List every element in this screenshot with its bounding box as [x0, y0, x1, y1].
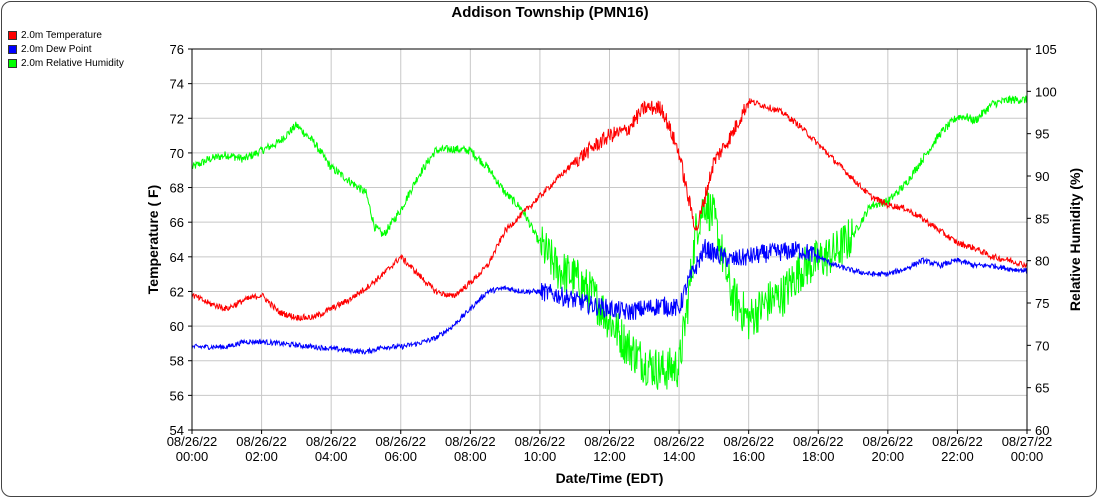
y-left-tick-label: 66	[170, 215, 184, 230]
x-tick-label-date: 08/26/22	[793, 434, 844, 449]
series-line-2-0m-dew-point	[191, 239, 1028, 355]
legend-swatch-dew-point	[8, 44, 17, 54]
y-right-tick-label: 90	[1035, 169, 1049, 184]
x-tick-label-time: 06:00	[384, 449, 417, 464]
y-right-tick-label: 95	[1035, 127, 1049, 142]
x-tick-label-date: 08/27/22	[1002, 434, 1053, 449]
x-tick-label-time: 14:00	[663, 449, 696, 464]
x-tick-label-time: 04:00	[315, 449, 348, 464]
chart-title: Addison Township (PMN16)	[451, 4, 649, 21]
y-right-tick-label: 100	[1035, 84, 1057, 99]
legend-item-relative-humidity: 2.0m Relative Humidity	[8, 56, 124, 70]
x-tick-label-date: 08/26/22	[375, 434, 426, 449]
legend-label-temperature: 2.0m Temperature	[21, 29, 102, 41]
legend-swatch-relative-humidity	[8, 58, 17, 68]
x-tick-label-time: 18:00	[802, 449, 835, 464]
x-tick-label-time: 12:00	[593, 449, 626, 464]
y-left-tick-label: 74	[170, 77, 184, 92]
legend-swatch-temperature	[8, 30, 17, 40]
y-left-tick-label: 58	[170, 354, 184, 369]
y-right-tick-label: 80	[1035, 254, 1049, 269]
grid	[192, 49, 1027, 430]
x-tick-label-date: 08/26/22	[445, 434, 496, 449]
y-left-tick-label: 64	[170, 250, 184, 265]
legend: 2.0m Temperature 2.0m Dew Point 2.0m Rel…	[8, 28, 124, 70]
x-tick-label-time: 16:00	[732, 449, 765, 464]
y-right-tick-label: 85	[1035, 211, 1049, 226]
x-tick-label-date: 08/26/22	[723, 434, 774, 449]
y-right-tick-label: 105	[1035, 42, 1057, 57]
y-left-tick-label: 72	[170, 111, 184, 126]
x-tick-label-time: 10:00	[524, 449, 557, 464]
y-left-tick-label: 54	[170, 423, 184, 438]
x-tick-label-time: 00:00	[176, 449, 209, 464]
x-tick-label-date: 08/26/22	[236, 434, 287, 449]
y-left-tick-label: 60	[170, 319, 184, 334]
x-tick-label-time: 02:00	[245, 449, 278, 464]
legend-label-relative-humidity: 2.0m Relative Humidity	[21, 57, 124, 69]
y-right-tick-label: 60	[1035, 423, 1049, 438]
y-left-tick-label: 56	[170, 388, 184, 403]
y-left-tick-label: 76	[170, 42, 184, 57]
x-tick-label-date: 08/26/22	[167, 434, 218, 449]
x-tick-label-date: 08/26/22	[515, 434, 566, 449]
series-group	[191, 95, 1028, 390]
legend-label-dew-point: 2.0m Dew Point	[21, 43, 92, 55]
y-left-tick-label: 70	[170, 146, 184, 161]
x-tick-label-date: 08/26/22	[306, 434, 357, 449]
x-tick-label-date: 08/26/22	[654, 434, 705, 449]
y-right-tick-label: 65	[1035, 381, 1049, 396]
y-left-tick-label: 68	[170, 181, 184, 196]
x-tick-label-time: 08:00	[454, 449, 487, 464]
y-axis-left-title: Temperature ( F)	[145, 185, 161, 294]
tick-labels: 08/26/2200:0008/26/2202:0008/26/2204:000…	[167, 42, 1057, 464]
series-line-2-0m-temperature	[191, 98, 1028, 322]
series-line-2-0m-relative-humidity	[191, 95, 1028, 390]
x-tick-label-time: 22:00	[941, 449, 974, 464]
legend-item-dew-point: 2.0m Dew Point	[8, 42, 124, 56]
y-right-tick-label: 70	[1035, 338, 1049, 353]
x-tick-label-time: 20:00	[872, 449, 905, 464]
x-axis-title: Date/Time (EDT)	[556, 470, 664, 486]
y-right-tick-label: 75	[1035, 296, 1049, 311]
x-tick-label-date: 08/26/22	[932, 434, 983, 449]
y-left-tick-label: 62	[170, 284, 184, 299]
y-axis-right-title: Relative Humidity (%)	[1067, 168, 1083, 311]
x-tick-label-time: 00:00	[1011, 449, 1044, 464]
legend-item-temperature: 2.0m Temperature	[8, 28, 124, 42]
x-tick-label-date: 08/26/22	[584, 434, 635, 449]
x-tick-label-date: 08/26/22	[863, 434, 914, 449]
